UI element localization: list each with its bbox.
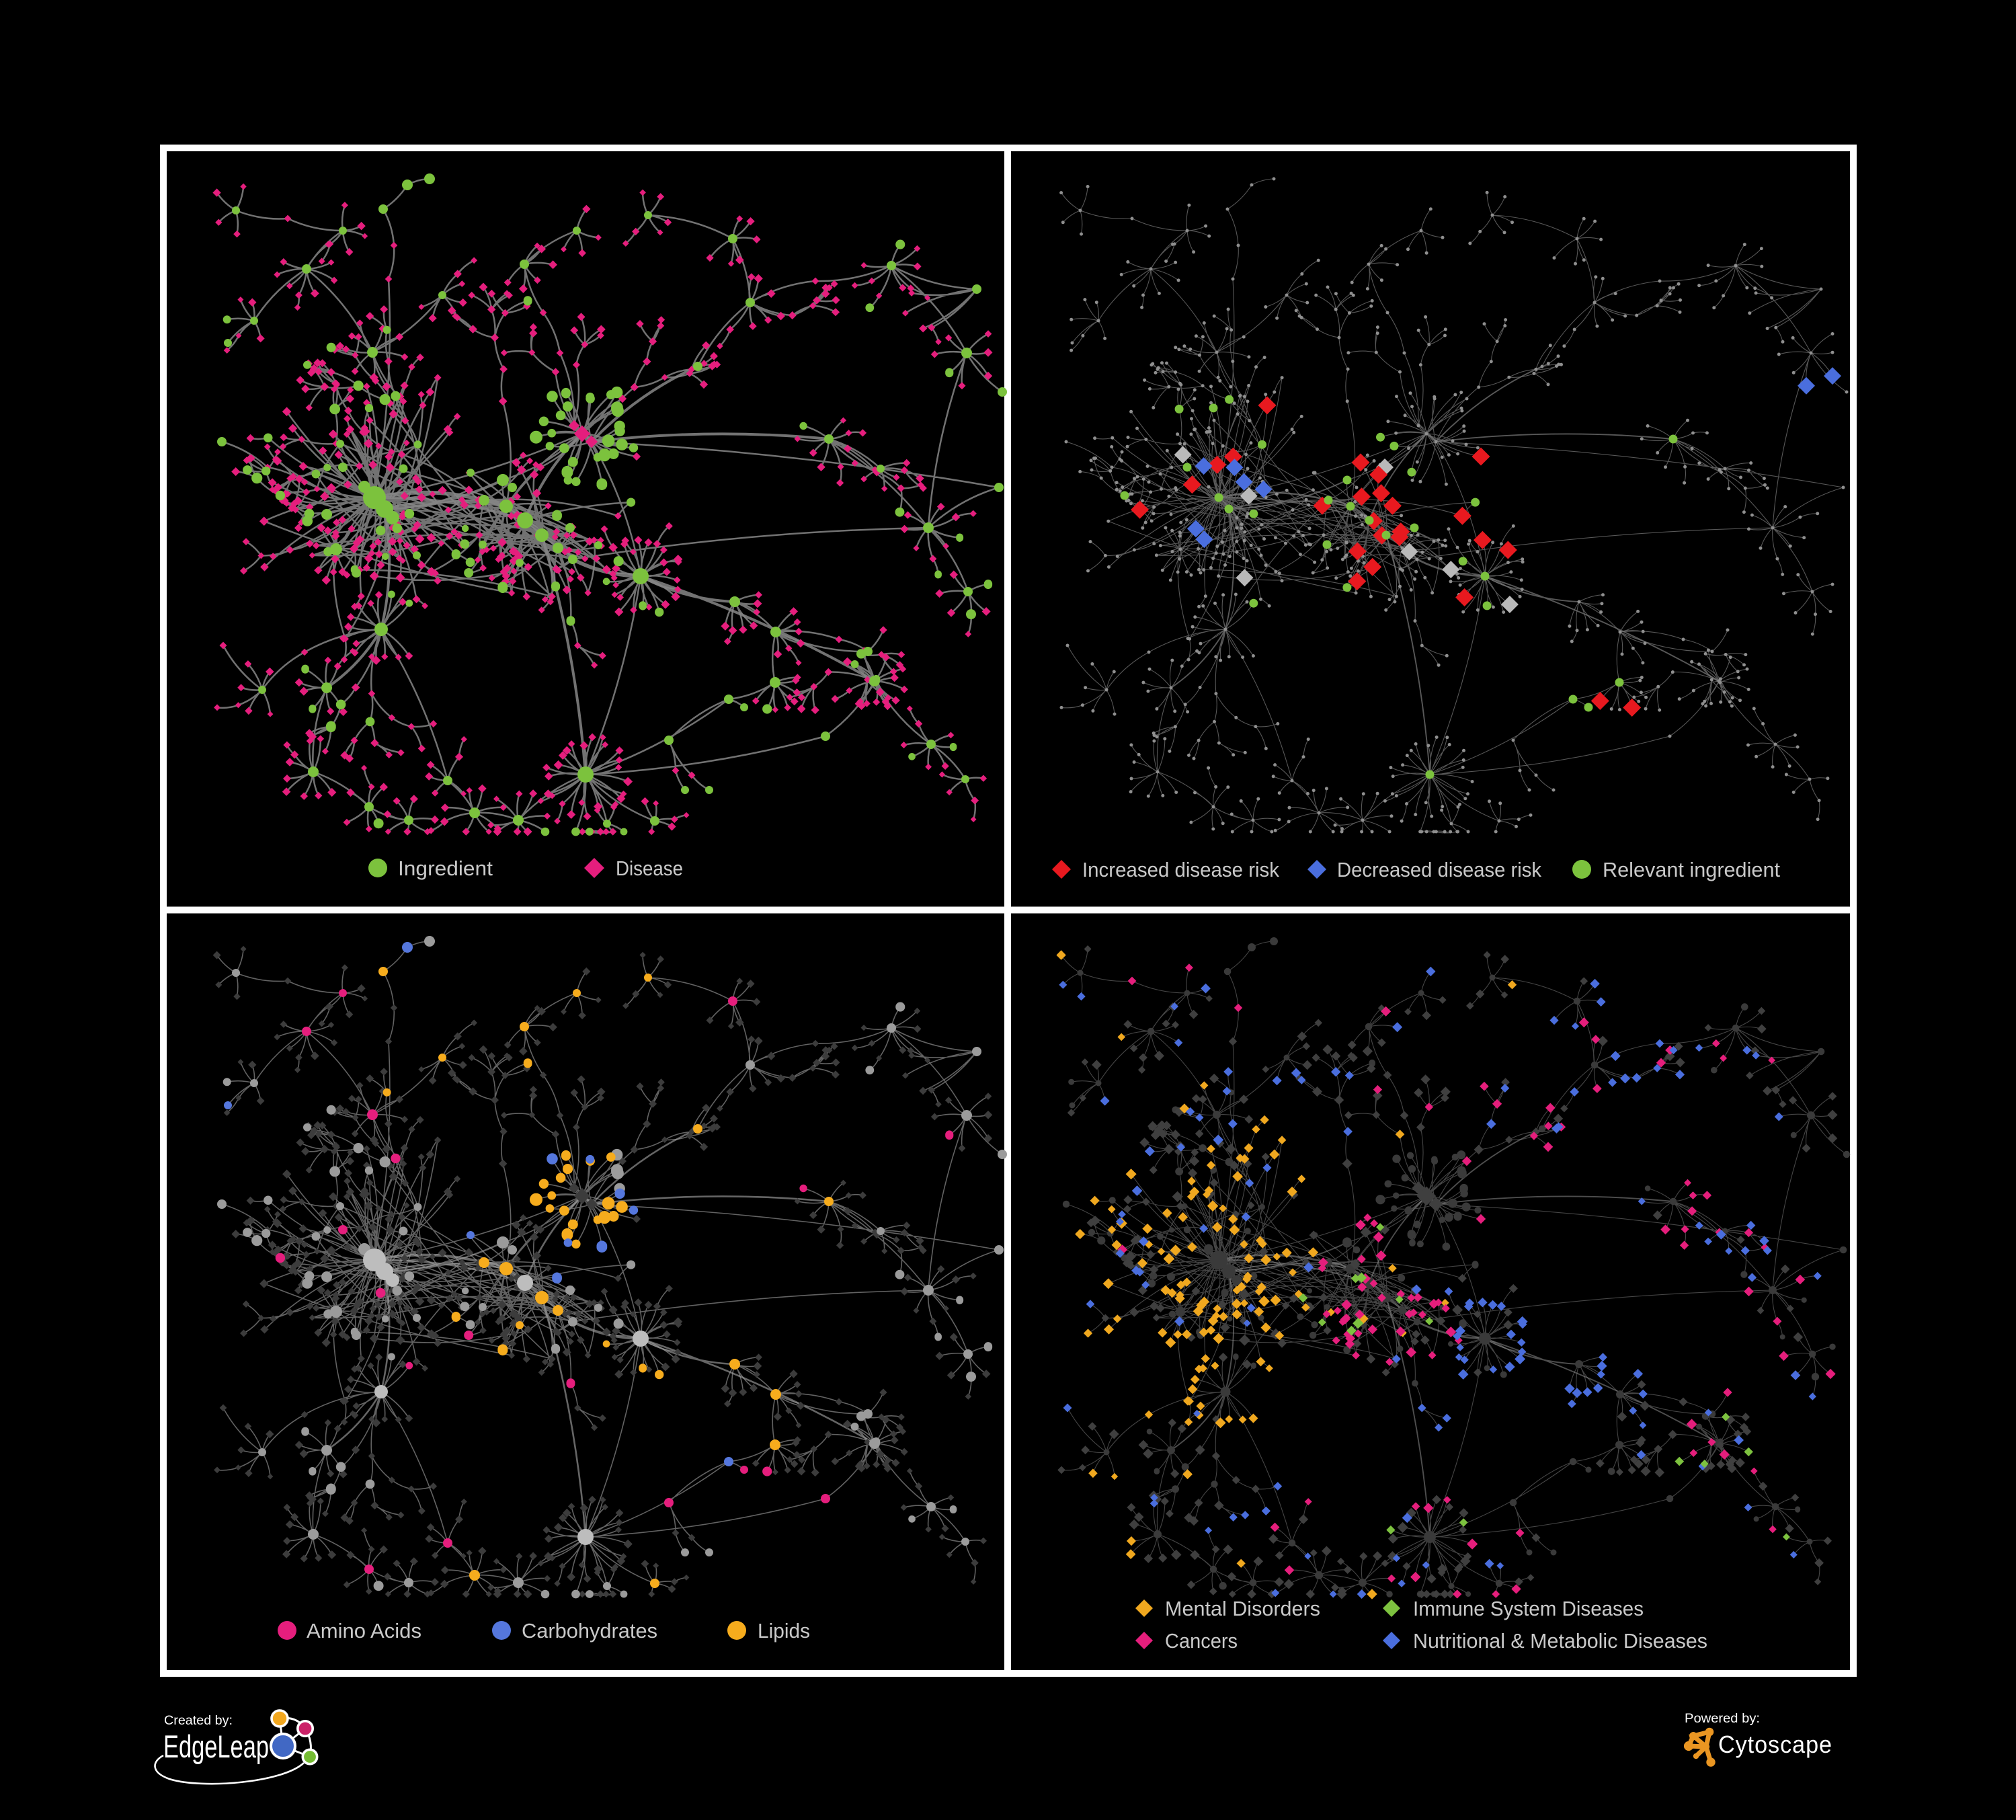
svg-text:Decreased disease risk: Decreased disease risk xyxy=(1337,858,1541,881)
svg-text:Relevant ingredient: Relevant ingredient xyxy=(1603,858,1780,881)
svg-text:EdgeLeap: EdgeLeap xyxy=(163,1729,269,1764)
svg-text:Disease: Disease xyxy=(616,857,683,880)
svg-text:Increased disease risk: Increased disease risk xyxy=(1082,858,1279,881)
svg-text:Mental Disorders: Mental Disorders xyxy=(1165,1597,1320,1620)
svg-text:Cancers: Cancers xyxy=(1165,1629,1238,1653)
svg-text:Ingredient: Ingredient xyxy=(398,857,493,880)
svg-text:Cytoscape: Cytoscape xyxy=(1718,1731,1832,1758)
svg-text:Powered by:: Powered by: xyxy=(1685,1712,1760,1726)
svg-text:Carbohydrates: Carbohydrates xyxy=(522,1619,657,1643)
svg-text:Created by:: Created by: xyxy=(164,1714,233,1728)
svg-text:Immune System Diseases: Immune System Diseases xyxy=(1413,1597,1644,1620)
svg-text:Nutritional & Metabolic Diseas: Nutritional & Metabolic Diseases xyxy=(1413,1629,1707,1653)
svg-text:Amino Acids: Amino Acids xyxy=(307,1619,421,1643)
svg-text:Lipids: Lipids xyxy=(758,1619,810,1643)
